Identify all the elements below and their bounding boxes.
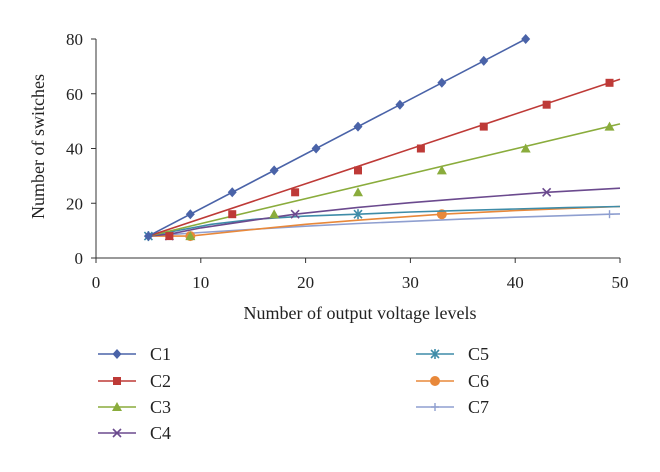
- x-tick-label: 20: [297, 273, 314, 292]
- ticks: 0 10 20 30 40 50 0 20 40 60 80: [66, 30, 629, 292]
- data-point-c1: [227, 187, 237, 198]
- data-point-c2: [291, 188, 300, 197]
- series-c7: [148, 210, 621, 237]
- legend-marker-c4: [112, 428, 122, 438]
- legend-marker-c7: [431, 403, 439, 411]
- data-point-c4: [290, 209, 300, 219]
- legend-item-c4: C4: [98, 423, 171, 443]
- legend-item-c2: C2: [98, 371, 171, 391]
- series-line-c2: [148, 78, 621, 237]
- legend-item-c5: C5: [416, 344, 489, 364]
- series-line-c6: [148, 205, 621, 237]
- x-tick-label: 0: [92, 273, 101, 292]
- series: [143, 34, 621, 242]
- legend-label-c7: C7: [468, 397, 489, 417]
- x-tick-label: 50: [612, 273, 629, 292]
- x-tick-label: 10: [192, 273, 209, 292]
- series-c3: [148, 121, 621, 241]
- data-point-c3: [436, 165, 447, 175]
- legend-label-c4: C4: [150, 423, 171, 443]
- data-point-c4: [542, 187, 552, 197]
- data-point-c1: [353, 121, 363, 132]
- data-point-c2: [354, 166, 362, 175]
- x-tick-label: 40: [507, 273, 524, 292]
- marker-stroke: [290, 209, 300, 219]
- legend-item-c1: C1: [98, 344, 171, 364]
- legend-marker-c5: [430, 349, 440, 359]
- y-tick-label: 0: [75, 249, 84, 268]
- data-point-c2: [416, 144, 425, 153]
- series-line-c1: [148, 38, 527, 237]
- legend-marker-c3: [112, 402, 122, 411]
- series-line-c7: [148, 213, 621, 237]
- data-point-c2: [165, 232, 174, 241]
- data-point-c1: [395, 99, 405, 110]
- data-point-c5: [353, 209, 363, 220]
- data-point-c1: [143, 231, 153, 242]
- legend-marker-c1: [112, 349, 122, 359]
- axes: [95, 39, 620, 259]
- series-c2: [148, 78, 621, 241]
- data-point-c2: [479, 122, 488, 131]
- legend-marker-c6: [430, 376, 440, 386]
- data-point-c2: [228, 210, 237, 219]
- y-tick-label: 20: [66, 194, 83, 213]
- data-point-c3: [353, 187, 363, 197]
- series-line-c3: [148, 123, 621, 237]
- legend-label-c2: C2: [150, 371, 171, 391]
- legend-item-c6: C6: [416, 371, 489, 391]
- y-axis-title: Number of switches: [28, 74, 48, 219]
- data-point-c1: [311, 143, 321, 154]
- marker-stroke: [112, 428, 122, 438]
- data-point-c3: [604, 121, 615, 131]
- legend-item-c7: C7: [416, 397, 489, 417]
- legend-item-c3: C3: [98, 397, 171, 417]
- y-tick-label: 60: [66, 85, 83, 104]
- data-point-c2: [605, 78, 614, 87]
- legend-label-c1: C1: [150, 344, 171, 364]
- data-point-c3: [185, 231, 196, 241]
- legend-marker-c2: [113, 377, 121, 385]
- series-c1: [143, 34, 531, 242]
- legend-label-c6: C6: [468, 371, 489, 391]
- data-point-c3: [269, 209, 280, 219]
- marker-stroke: [542, 187, 552, 197]
- data-point-c1: [479, 55, 489, 66]
- series-line-c4: [148, 187, 621, 237]
- y-tick-label: 80: [66, 30, 83, 49]
- legend-label-c3: C3: [150, 397, 171, 417]
- legend: C1 C2 C3 C4 C5 C6 C7: [98, 344, 489, 443]
- series-c5: [143, 205, 621, 242]
- data-point-c2: [542, 100, 551, 109]
- data-point-c1: [521, 34, 531, 44]
- data-point-c1: [437, 77, 447, 88]
- x-tick-label: 30: [402, 273, 419, 292]
- data-point-c7: [605, 210, 614, 219]
- y-tick-label: 40: [66, 140, 83, 159]
- data-point-c1: [185, 209, 195, 220]
- data-point-c3: [520, 143, 531, 153]
- x-axis-title: Number of output voltage levels: [244, 303, 477, 323]
- data-point-c1: [269, 165, 279, 176]
- legend-label-c5: C5: [468, 344, 489, 364]
